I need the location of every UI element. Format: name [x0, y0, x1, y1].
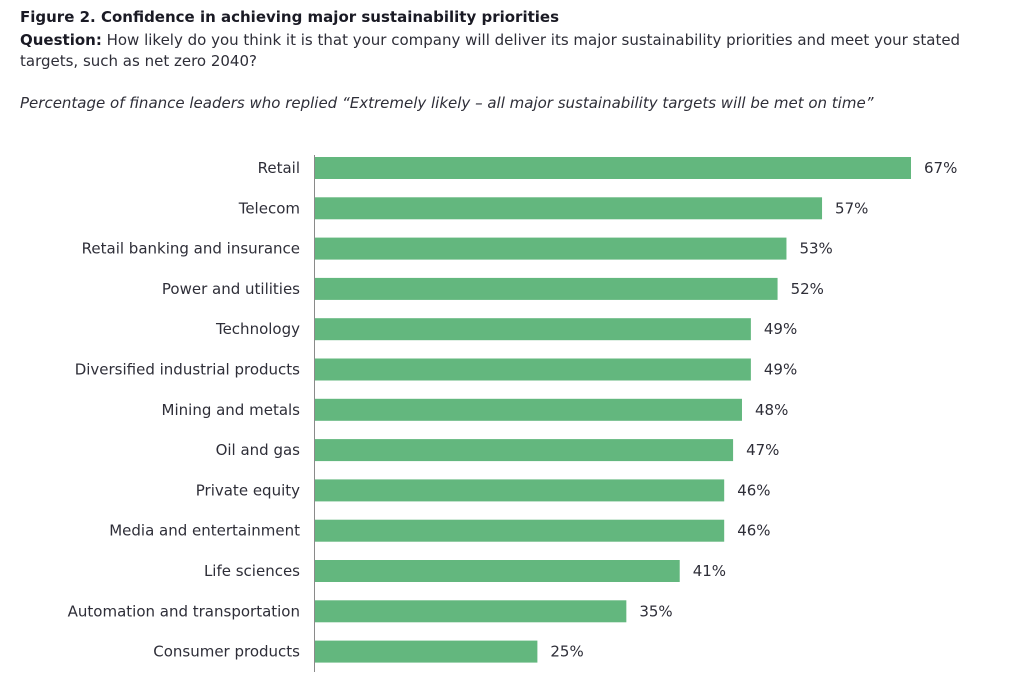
- category-label: Retail: [258, 159, 300, 177]
- value-label: 57%: [835, 199, 868, 217]
- value-label: 41%: [693, 562, 726, 580]
- bar: [315, 560, 680, 582]
- category-label: Automation and transportation: [68, 602, 300, 620]
- category-label: Oil and gas: [216, 441, 301, 459]
- category-label: Mining and metals: [162, 401, 301, 419]
- value-label: 52%: [791, 280, 824, 298]
- category-label: Retail banking and insurance: [82, 240, 300, 258]
- bar: [315, 398, 742, 421]
- value-label: 46%: [737, 481, 770, 499]
- bar: [315, 318, 751, 341]
- value-label: 48%: [755, 401, 788, 419]
- value-label: 25%: [550, 643, 583, 661]
- category-label: Power and utilities: [162, 280, 300, 298]
- bar: [315, 197, 823, 220]
- bar: [315, 439, 734, 462]
- value-label: 49%: [764, 361, 797, 379]
- category-label: Media and entertainment: [109, 522, 300, 540]
- bar: [315, 237, 787, 260]
- bar: [315, 277, 778, 300]
- value-label: 67%: [924, 159, 957, 177]
- bar: [315, 157, 911, 179]
- category-label: Diversified industrial products: [75, 361, 300, 379]
- question-text: How likely do you think it is that your …: [20, 31, 961, 70]
- value-label: 47%: [746, 441, 779, 459]
- value-label: 35%: [639, 602, 672, 620]
- category-label: Telecom: [238, 199, 300, 217]
- category-label: Life sciences: [204, 562, 300, 580]
- bar: [315, 479, 725, 502]
- category-label: Technology: [215, 320, 300, 338]
- value-label: 46%: [737, 522, 770, 540]
- figure-question: Question: How likely do you think it is …: [20, 30, 1020, 72]
- question-label: Question:: [20, 31, 102, 49]
- bar: [315, 640, 538, 663]
- category-label: Consumer products: [153, 643, 300, 661]
- bar: [315, 519, 725, 542]
- bar: [315, 600, 627, 623]
- bar: [315, 358, 751, 381]
- category-label: Private equity: [196, 481, 300, 499]
- value-label: 49%: [764, 320, 797, 338]
- figure-subtitle: Percentage of finance leaders who replie…: [20, 94, 874, 112]
- figure-title: Figure 2. Confidence in achieving major …: [20, 8, 560, 26]
- value-label: 53%: [799, 240, 832, 258]
